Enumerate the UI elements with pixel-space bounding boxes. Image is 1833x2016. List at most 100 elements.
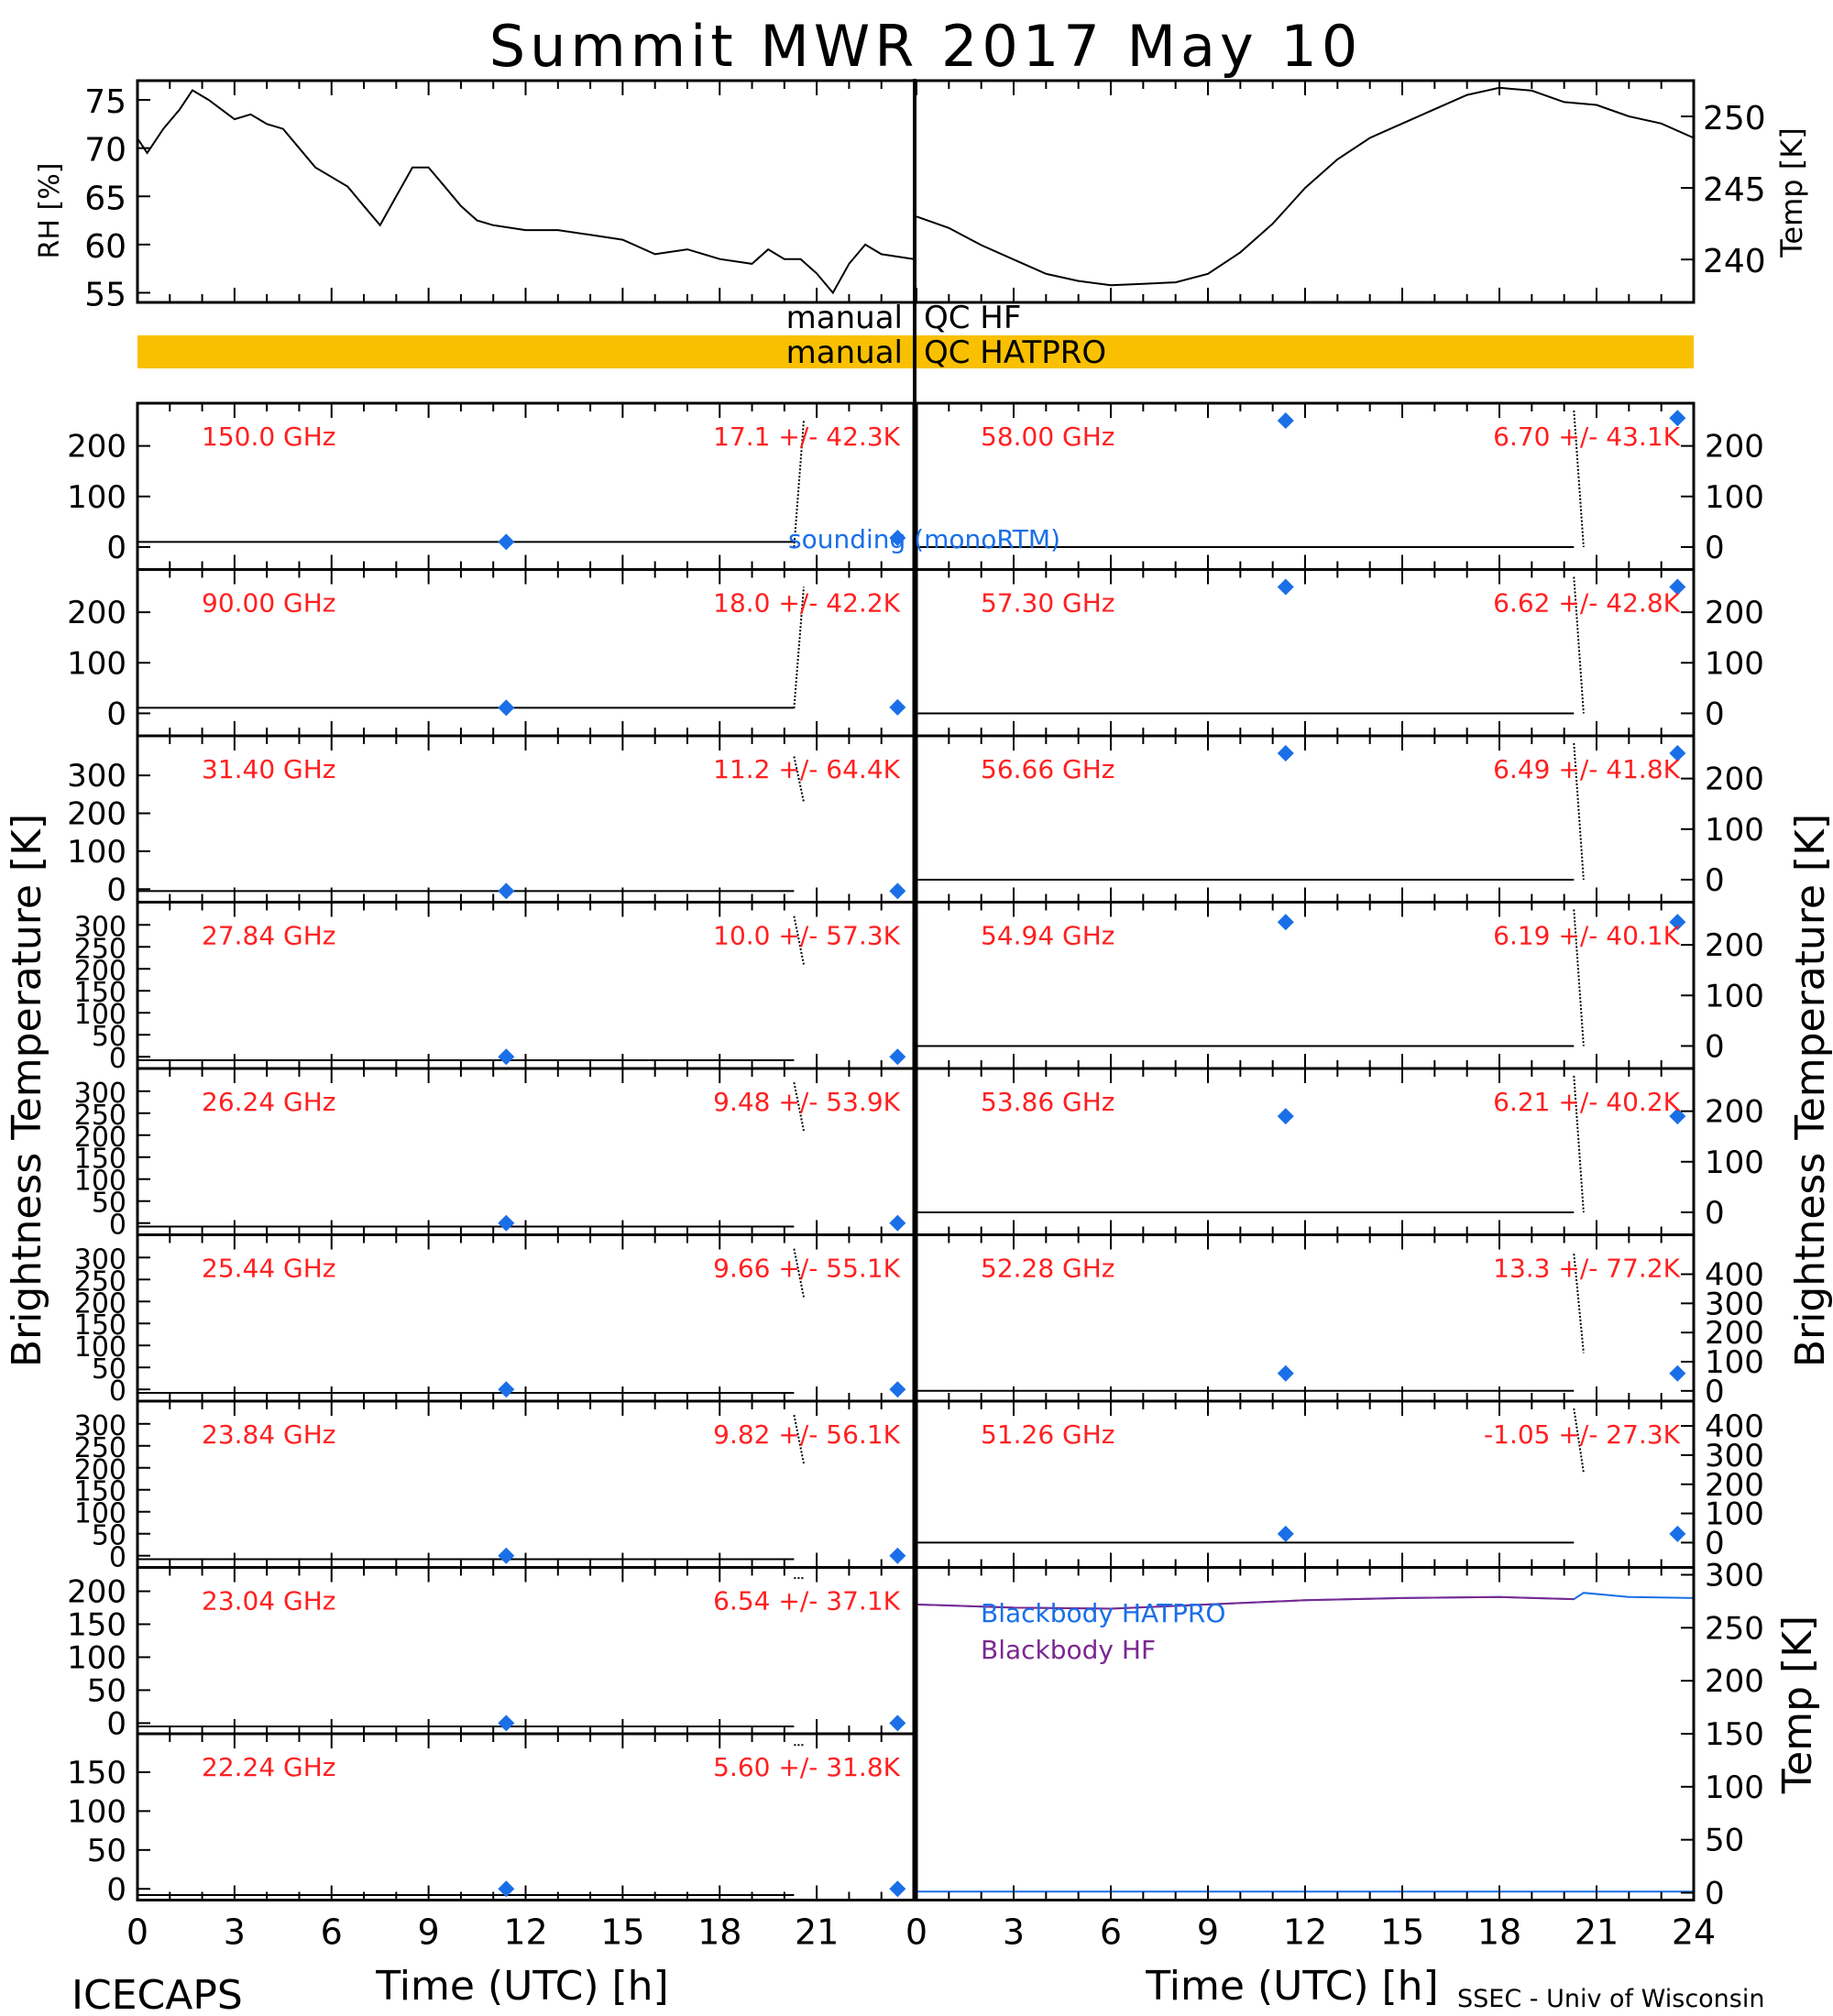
sounding-marker [889,1547,906,1564]
tb-tick-label: 200 [74,1287,126,1320]
tb-tick-label: 0 [106,871,126,908]
x-tick-label-left: 15 [600,1912,644,1953]
channel-stat-label: 9.82 +/- 56.1K [713,1419,900,1450]
x-tick-label-right: 0 [906,1912,927,1953]
temp-tick-label: 250 [1703,100,1766,137]
tb-spike-line [793,915,805,965]
sounding-marker [1669,1364,1686,1382]
sounding-marker [889,1715,906,1732]
tb-tick-label: 200 [1705,927,1764,964]
sounding-marker [889,882,906,900]
sounding-marker [498,1547,515,1564]
tb-tick-label: 0 [1705,1525,1725,1561]
channel-frequency-label: 26.24 GHz [202,1087,336,1117]
channel-stat-label: 17.1 +/- 42.3K [713,422,900,452]
tb-tick-label: 100 [67,834,126,871]
x-tick-label-left: 9 [418,1912,440,1953]
blackbody-tick-label: 150 [1705,1716,1764,1753]
blackbody-hf-line [916,1595,1575,1610]
figure-title: Summit MWR 2017 May 10 [489,13,1363,80]
tb-panel-right-2: 0 100 200 56.66 GHz 6.49 +/- 41.8K [915,734,1764,904]
rh-tick-label: 60 [84,228,126,266]
tb-tick-label: 50 [92,1353,126,1386]
channel-stat-label: 10.0 +/- 57.3K [713,921,900,951]
sounding-marker [889,1048,906,1066]
sounding-marker [1669,410,1686,427]
channel-stat-label: 5.60 +/- 31.8K [713,1752,900,1782]
sounding-marker [1669,1525,1686,1542]
tb-tick-label: 100 [74,999,126,1031]
channel-stat-label: 6.54 +/- 37.1K [713,1586,900,1616]
sounding-marker [889,1381,906,1398]
rh-tick-label: 70 [84,132,126,170]
tb-panel-right-0: 0 100 200 58.00 GHz 6.70 +/- 43.1K [915,401,1764,571]
blackbody-tick-label: 250 [1705,1610,1764,1647]
tb-tick-label: 0 [109,1210,126,1242]
tb-tick-label: 0 [106,1705,126,1742]
channel-frequency-label: 52.28 GHz [981,1254,1115,1284]
blackbody-hatpro-legend: Blackbody HATPRO [981,1598,1225,1628]
x-tick-label-left: 12 [503,1912,547,1953]
channel-stat-label: 6.19 +/- 40.1K [1493,921,1680,951]
rh-series-line [137,89,915,295]
tb-tick-label: 250 [74,1265,126,1298]
tb-panel-right-1: 0 100 200 57.30 GHz 6.62 +/- 42.8K [915,568,1764,738]
x-tick-label-left: 3 [224,1912,246,1953]
x-tick-label-right: 9 [1197,1912,1219,1953]
channel-frequency-label: 23.84 GHz [202,1419,336,1450]
tb-tick-label: 300 [74,1410,126,1442]
sounding-marker [498,699,515,717]
sounding-marker [498,882,515,900]
channel-stat-label: 9.66 +/- 55.1K [713,1254,900,1284]
qc-hatpro-label-left: manual [786,334,903,371]
blackbody-axis-label: Temp [K] [1774,1616,1821,1794]
tb-tick-label: 100 [1705,645,1764,682]
tb-spike-line [793,420,805,548]
sounding-marker [889,1214,906,1232]
channel-stat-label: 6.62 +/- 42.8K [1493,588,1680,619]
rh-panel: 55 60 65 70 75 RH [%] [34,83,915,313]
rh-axis-label: RH [%] [34,163,66,259]
channel-frequency-label: 57.30 GHz [981,588,1115,619]
tb-tick-label: 300 [74,1244,126,1276]
blackbody-tick-label: 100 [1705,1769,1764,1806]
tb-spike-line [1573,576,1585,714]
tb-tick-label: 200 [67,796,126,833]
channel-stat-label: -1.05 +/- 27.3K [1484,1419,1681,1450]
tb-tick-label: 200 [1705,1094,1764,1131]
tb-tick-label: 200 [74,1454,126,1486]
tb-tick-label: 0 [109,1375,126,1408]
rh-tick-label: 75 [84,83,126,121]
sounding-marker [1277,1108,1294,1125]
sounding-marker [1277,412,1294,430]
tb-tick-label: 300 [1705,1286,1764,1322]
tb-tick-label: 300 [74,911,126,943]
x-tick-label-left: 21 [795,1912,839,1953]
tb-tick-label: 200 [74,955,126,987]
tb-tick-label: 100 [1705,1344,1764,1381]
qc-hatpro-label-right: QC HATPRO [924,334,1106,371]
tb-tick-label: 0 [106,530,126,566]
sounding-marker [498,533,515,551]
tb-spike-line [793,1415,805,1464]
channel-frequency-label: 150.0 GHz [202,422,336,452]
tb-tick-label: 150 [74,1144,126,1176]
tb-tick-label: 400 [1705,1408,1764,1445]
channel-frequency-label: 51.26 GHz [981,1419,1115,1450]
x-tick-label-right: 15 [1380,1912,1424,1953]
blackbody-tick-label: 300 [1705,1558,1764,1594]
qc-hf-label-left: manual [786,300,903,336]
sounding-marker [498,1048,515,1066]
tb-tick-label: 0 [109,1542,126,1574]
tb-tick-label: 200 [1705,429,1764,466]
x-tick-label-right: 21 [1575,1912,1619,1953]
tb-spike-line [1573,1075,1585,1213]
channel-frequency-label: 27.84 GHz [202,921,336,951]
tb-tick-label: 200 [1705,1467,1764,1504]
tb-tick-label: 200 [74,1122,126,1154]
tb-tick-label: 200 [1705,761,1764,798]
